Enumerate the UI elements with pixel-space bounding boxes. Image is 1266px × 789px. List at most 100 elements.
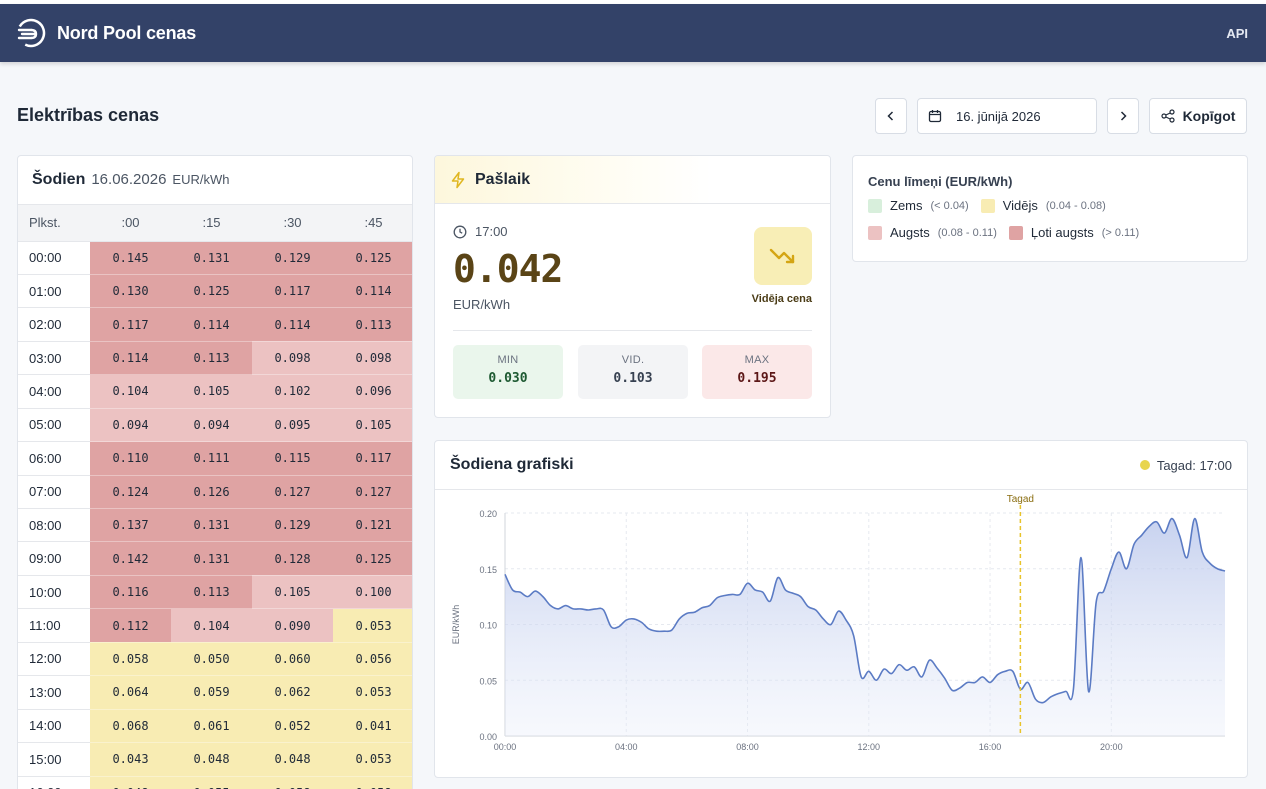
hour-cell: 12:00 [18,642,90,677]
table-row: 06:00 0.110 0.111 0.115 0.117 [18,441,412,476]
hour-cell: 06:00 [18,441,90,476]
price-cell: 0.130 [90,274,171,309]
legend-name: Vidējs [1002,198,1038,213]
table-row: 07:00 0.124 0.126 0.127 0.127 [18,475,412,510]
price-cell: 0.129 [252,241,333,275]
price-cell: 0.105 [333,408,412,443]
stat-min-label: MIN [497,354,519,366]
table-row: 05:00 0.094 0.094 0.095 0.105 [18,408,412,443]
price-cell: 0.096 [333,374,412,409]
hour-cell: 03:00 [18,341,90,376]
prev-day-button[interactable] [875,98,907,134]
current-title: Pašlaik [475,170,531,188]
price-cell: 0.055 [171,776,252,789]
price-cell: 0.105 [252,575,333,610]
price-cell: 0.142 [90,541,171,576]
logo-icon[interactable] [16,18,46,48]
y-tick-label: 0.10 [479,621,497,631]
hour-cell: 01:00 [18,274,90,309]
date-label: 16. jūnijā 2026 [956,108,1041,124]
table-unit: EUR/kWh [172,172,230,187]
legend-item-very-high: Ļoti augsts (> 0.11) [1008,225,1139,240]
column-header: :15 [171,205,252,242]
column-header: :00 [90,205,171,242]
price-cell: 0.058 [90,642,171,677]
hour-cell: 04:00 [18,374,90,409]
legend-name: Zems [890,198,923,213]
price-cell: 0.056 [333,642,412,677]
divider [453,330,812,331]
price-cell: 0.113 [171,575,252,610]
price-cell: 0.052 [252,709,333,744]
hour-cell: 11:00 [18,608,90,643]
chart-card: Šodiena grafiski Tagad: 17:00 0.00 0.05 0.… [434,440,1248,778]
chevron-left-icon [887,111,894,121]
price-cell: 0.058 [333,776,412,789]
stat-max-label: MAX [744,354,770,366]
table-row: 04:00 0.104 0.105 0.102 0.096 [18,374,412,409]
legend-card: Cenu līmeņi (EUR/kWh) Zems (< 0.04) Vidē… [852,155,1248,262]
price-chart[interactable]: 0.00 0.05 0.10 0.15 0.20 00:00 04:00 08:00 12:00… [435,490,1247,778]
current-price-header: Pašlaik [435,156,830,204]
stat-min-value: 0.030 [488,371,528,386]
table-row: 11:00 0.112 0.104 0.090 0.053 [18,608,412,643]
price-cell: 0.111 [171,441,252,476]
x-tick-label: 00:00 [494,742,517,752]
price-cell: 0.110 [90,441,171,476]
table-row: 08:00 0.137 0.131 0.129 0.121 [18,508,412,543]
hour-cell: 09:00 [18,541,90,576]
now-label: Tagad: 17:00 [1156,457,1232,473]
legend-range: (0.08 - 0.11) [937,226,997,239]
legend-swatch [868,225,882,240]
price-cell: 0.043 [90,742,171,777]
price-cell: 0.098 [333,341,412,376]
api-link[interactable]: API [1226,25,1248,41]
x-tick-label: 04:00 [615,742,638,752]
current-time-label: 17:00 [475,224,508,239]
table-row: 13:00 0.064 0.059 0.062 0.053 [18,675,412,710]
legend-range: (< 0.04) [930,199,969,212]
current-price-unit: EUR/kWh [453,297,511,312]
x-tick-label: 16:00 [979,742,1002,752]
price-cell: 0.124 [90,475,171,510]
series-line [504,517,1226,704]
price-cell: 0.048 [171,742,252,777]
brand-name[interactable]: Nord Pool cenas [57,22,197,43]
price-table-card: Šodien 16.06.2026 EUR/kWh Plkst. :00 :15… [17,155,413,789]
price-cell: 0.062 [252,675,333,710]
table-date: 16.06.2026 [91,171,167,188]
hour-cell: 00:00 [18,241,90,275]
table-row: 00:00 0.145 0.131 0.129 0.125 [18,241,412,275]
table-row: 02:00 0.117 0.114 0.114 0.113 [18,307,412,342]
price-cell: 0.127 [252,475,333,510]
price-cell: 0.131 [171,541,252,576]
price-cell: 0.048 [90,776,171,789]
stat-avg-label: VID. [621,354,645,366]
price-cell: 0.127 [333,475,412,510]
app-header: Nord Pool cenas API [0,4,1266,62]
price-cell: 0.137 [90,508,171,543]
legend-swatch [1008,225,1023,240]
table-header-row: Plkst. :00 :15 :30 :45 [18,205,412,242]
date-navigation: 16. jūnijā 2026 Kopīgot [875,98,1247,134]
date-picker-button[interactable]: 16. jūnijā 2026 [917,98,1097,134]
clock-icon [453,225,467,238]
share-label: Kopīgot [1182,108,1236,124]
column-header: Plkst. [18,205,90,242]
table-row: 12:00 0.058 0.050 0.060 0.056 [18,642,412,677]
table-row: 14:00 0.068 0.061 0.052 0.041 [18,709,412,744]
share-button[interactable]: Kopīgot [1149,98,1247,134]
hour-cell: 10:00 [18,575,90,610]
next-day-button[interactable] [1107,98,1139,134]
price-cell: 0.125 [171,274,252,309]
price-cell: 0.090 [252,608,333,643]
lightning-icon [451,171,465,188]
legend-item-medium: Vidējs (0.04 - 0.08) [980,198,1106,213]
price-cell: 0.116 [90,575,171,610]
x-tick-label: 20:00 [1100,742,1123,752]
price-cell: 0.041 [333,709,412,744]
price-cell: 0.115 [252,441,333,476]
stat-avg: VID. 0.103 [578,345,688,399]
legend-item-low: Zems (< 0.04) [868,198,969,213]
